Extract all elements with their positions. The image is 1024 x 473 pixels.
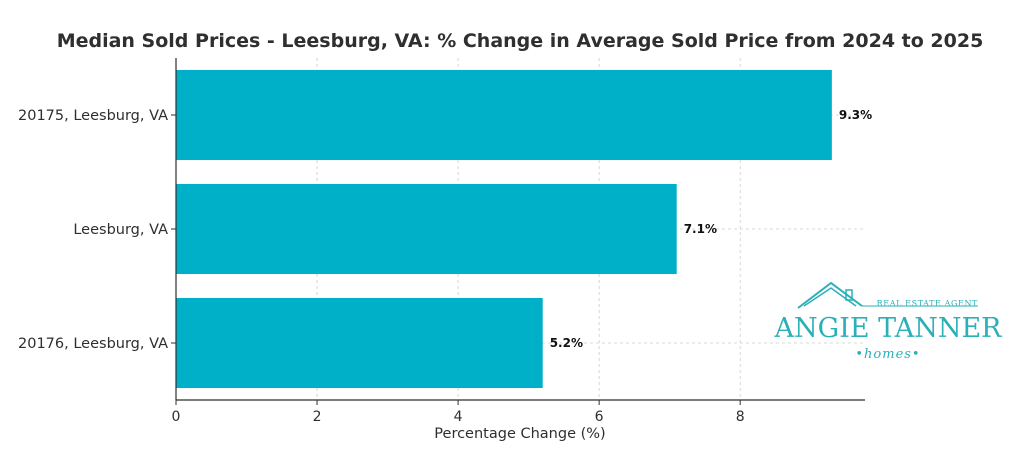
x-tick-label: 6 <box>595 409 604 425</box>
logo-sub: •homes• <box>855 347 920 362</box>
data-label: 9.3% <box>839 108 872 122</box>
logo-name: ANGIE TANNER <box>774 313 1003 344</box>
logo: REAL ESTATE AGENT ANGIE TANNER •homes• <box>774 281 1003 362</box>
logo-tagline: REAL ESTATE AGENT <box>877 299 978 308</box>
category-label: 20176, Leesburg, VA <box>18 336 168 352</box>
bar <box>176 69 832 161</box>
house-icon <box>797 281 978 309</box>
category-label: 20175, Leesburg, VA <box>18 108 168 124</box>
x-tick-label: 4 <box>454 409 463 425</box>
bar <box>176 297 543 389</box>
category-label: Leesburg, VA <box>73 222 168 238</box>
x-ticks: 0 2 4 6 8 <box>171 114 745 425</box>
data-label: 5.2% <box>550 336 583 350</box>
data-label: 7.1% <box>684 222 717 236</box>
bar <box>176 183 677 275</box>
x-tick-label: 2 <box>313 409 322 425</box>
data-labels: 9.3% 7.1% 5.2% <box>550 108 872 350</box>
chart-title: Median Sold Prices - Leesburg, VA: % Cha… <box>56 30 984 52</box>
x-axis-label: Percentage Change (%) <box>434 426 605 442</box>
bars <box>176 69 832 389</box>
x-tick-label: 0 <box>172 409 181 425</box>
category-labels: 20175, Leesburg, VA Leesburg, VA 20176, Le… <box>18 108 168 352</box>
x-tick-label: 8 <box>736 409 745 425</box>
